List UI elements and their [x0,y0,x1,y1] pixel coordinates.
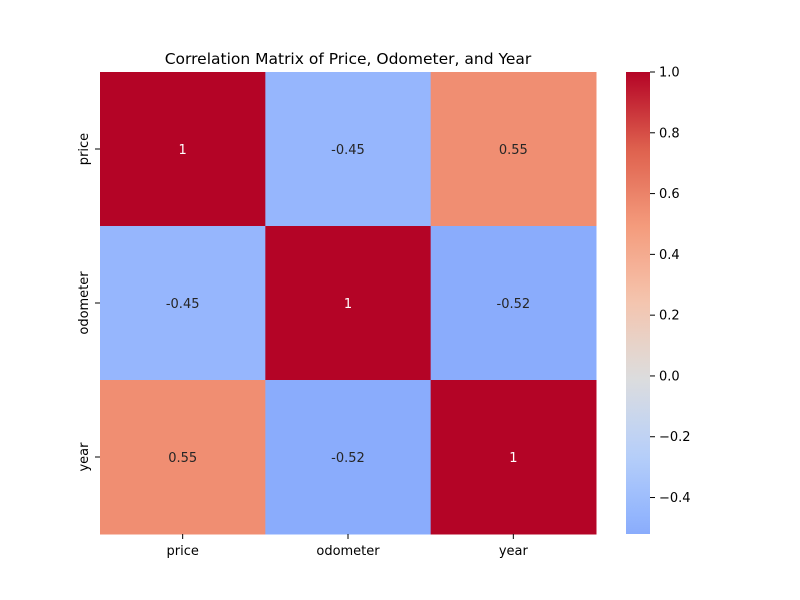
x-tick-label-year: year [499,544,529,559]
cell-annotation: 0.55 [499,143,528,158]
cell-annotation: 1 [509,451,517,466]
cell-annotation: -0.52 [497,297,531,312]
heatmap-cell-odometer-odometer [265,226,432,381]
heatmap-cell-odometer-year [430,226,597,381]
heatmap-cell-price-year [430,72,597,227]
x-axis: price odometer year [166,534,528,559]
heatmap-cell-price-price [100,72,266,227]
colorbar-tick-label: 0.4 [659,248,680,263]
y-tick-label-year: year [77,442,92,472]
heatmap-cell-year-year [430,380,597,535]
x-tick-label-odometer: odometer [316,544,380,559]
y-tick-label-price: price [77,133,92,165]
colorbar: −0.4 −0.2 0.0 0.2 0.4 0.6 0.8 1.0 [626,66,691,534]
heatmap-cells [100,72,597,535]
chart-title: Correlation Matrix of Price, Odometer, a… [165,50,532,68]
colorbar-tick-label: 0.6 [659,187,680,202]
colorbar-tick-label: 1.0 [659,66,680,81]
colorbar-tick-label: −0.2 [659,430,691,445]
colorbar-tick-label: −0.4 [659,491,691,506]
y-axis: price odometer year [77,133,100,472]
heatmap-cell-year-price [100,380,266,535]
colorbar-tick-label: 0.2 [659,309,680,324]
colorbar-gradient [626,72,650,534]
cell-annotation: -0.45 [331,143,365,158]
cell-annotation: 1 [179,143,187,158]
colorbar-tick-label: 0.0 [659,369,680,384]
cell-annotation: -0.45 [166,297,200,312]
heatmap-cell-price-odometer [265,72,432,227]
cell-annotation: 0.55 [168,451,197,466]
cell-annotations: 1 -0.45 0.55 -0.45 1 -0.52 0.55 -0.52 1 [166,143,530,466]
cell-annotation: 1 [344,297,352,312]
heatmap-cell-year-odometer [265,380,432,535]
x-tick-label-price: price [166,544,198,559]
colorbar-tick-label: 0.8 [659,126,680,141]
heatmap-cell-odometer-price [100,226,266,381]
cell-annotation: -0.52 [331,451,365,466]
y-tick-label-odometer: odometer [77,271,92,335]
